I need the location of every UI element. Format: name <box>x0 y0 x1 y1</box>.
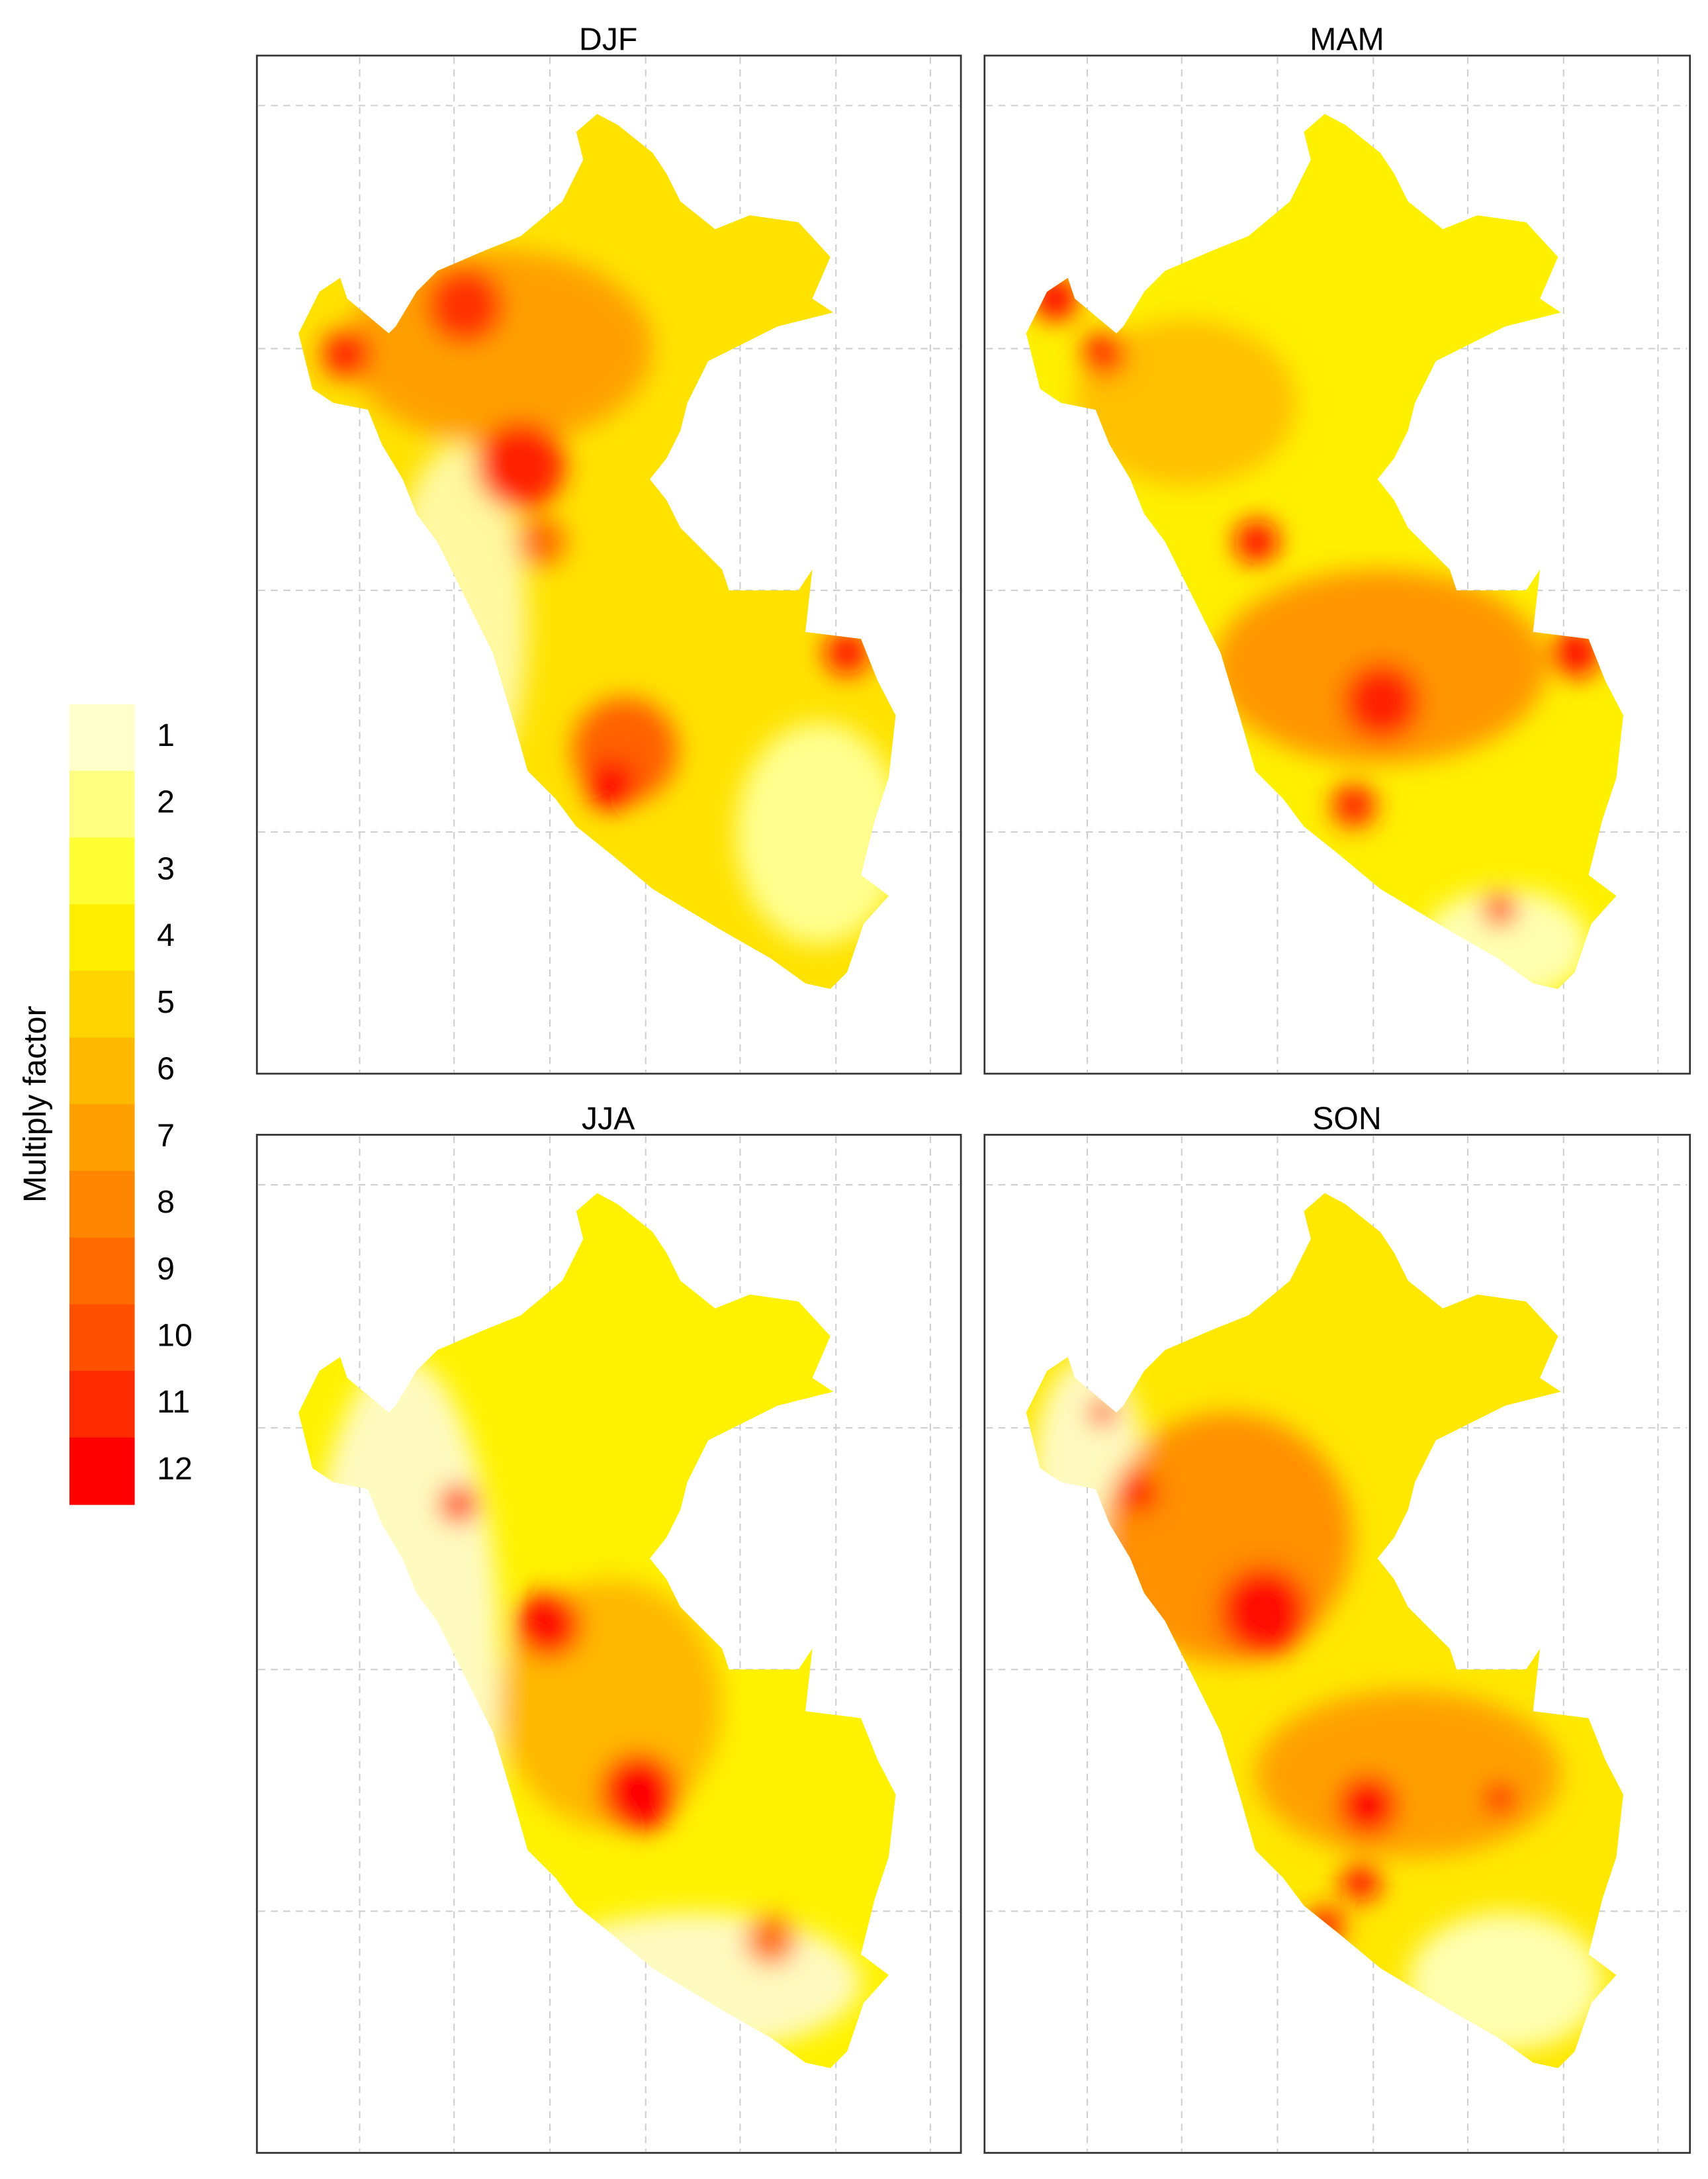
panel-title: JJA <box>582 1101 635 1136</box>
panel-title: DJF <box>579 22 637 58</box>
legend-swatch <box>69 837 135 905</box>
panel-jja: JJA <box>255 1101 962 2154</box>
legend-label: 8 <box>157 1184 175 1220</box>
legend-swatch <box>69 1437 135 1505</box>
legend-label: 7 <box>157 1117 175 1153</box>
legend-swatch <box>69 1304 135 1372</box>
legend-title: Multiply factor <box>17 1005 53 1203</box>
legend-label: 4 <box>157 917 175 953</box>
legend-label: 9 <box>157 1251 175 1287</box>
legend-swatch <box>69 904 135 972</box>
legend-swatch <box>69 1037 135 1105</box>
panel-son: SON <box>983 1101 1691 2154</box>
legend-swatch <box>69 1170 135 1238</box>
panel-title: SON <box>1312 1101 1382 1136</box>
legend-label: 3 <box>157 851 175 886</box>
legend-label: 1 <box>157 718 175 753</box>
legend-swatch <box>69 970 135 1039</box>
legend-swatch <box>69 704 135 772</box>
legend-swatch <box>69 1371 135 1438</box>
legend-label: 2 <box>157 784 175 820</box>
legend-swatch <box>69 1237 135 1305</box>
legend-label: 6 <box>157 1051 175 1087</box>
panel-mam: MAM <box>983 22 1691 1075</box>
legend-swatch <box>69 1104 135 1172</box>
legend-label: 11 <box>157 1384 190 1420</box>
panel-djf: DJF <box>255 22 962 1075</box>
legend-label: 12 <box>157 1451 193 1487</box>
legend-swatch <box>69 770 135 839</box>
panel-title: MAM <box>1310 22 1384 58</box>
legend-label: 5 <box>157 984 175 1020</box>
legend-label: 10 <box>157 1318 193 1354</box>
